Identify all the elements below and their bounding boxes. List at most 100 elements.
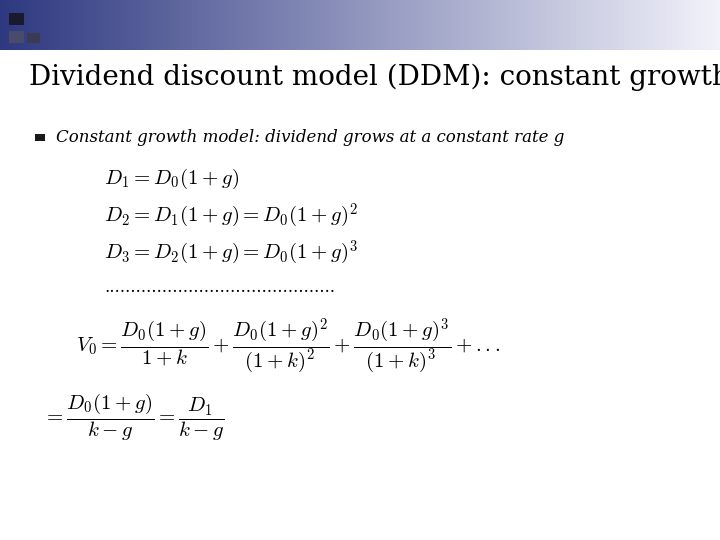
Bar bbox=[382, 0, 384, 50]
Bar bbox=[269, 0, 271, 50]
Bar bbox=[497, 0, 499, 50]
Bar bbox=[571, 0, 574, 50]
Bar bbox=[65, 0, 67, 50]
Bar bbox=[324, 0, 326, 50]
Bar bbox=[578, 0, 581, 50]
Text: Dividend discount model (DDM): constant growth rate: Dividend discount model (DDM): constant … bbox=[29, 63, 720, 91]
Bar bbox=[379, 0, 382, 50]
Bar bbox=[240, 0, 243, 50]
Bar bbox=[588, 0, 590, 50]
Bar bbox=[643, 0, 646, 50]
Bar bbox=[374, 0, 377, 50]
Bar bbox=[430, 0, 432, 50]
Bar bbox=[463, 0, 466, 50]
Bar bbox=[641, 0, 643, 50]
Bar bbox=[38, 0, 41, 50]
Bar bbox=[43, 0, 45, 50]
Text: Constant growth model: dividend grows at a constant rate g: Constant growth model: dividend grows at… bbox=[56, 129, 564, 146]
Bar bbox=[60, 0, 63, 50]
Bar bbox=[288, 0, 290, 50]
Bar bbox=[178, 0, 180, 50]
Bar bbox=[151, 0, 153, 50]
Bar bbox=[94, 0, 96, 50]
Bar bbox=[377, 0, 379, 50]
Bar bbox=[423, 0, 425, 50]
Bar bbox=[96, 0, 99, 50]
Bar bbox=[17, 0, 19, 50]
Bar bbox=[223, 0, 225, 50]
Bar bbox=[156, 0, 158, 50]
Bar bbox=[624, 0, 626, 50]
Bar bbox=[317, 0, 319, 50]
Bar bbox=[351, 0, 353, 50]
Bar bbox=[583, 0, 585, 50]
Bar bbox=[122, 0, 125, 50]
Bar bbox=[99, 0, 101, 50]
Bar bbox=[175, 0, 178, 50]
Bar bbox=[675, 0, 677, 50]
Bar bbox=[621, 0, 624, 50]
Bar bbox=[372, 0, 374, 50]
Bar bbox=[228, 0, 230, 50]
Bar bbox=[569, 0, 571, 50]
Bar bbox=[610, 0, 612, 50]
Bar bbox=[403, 0, 405, 50]
Bar bbox=[161, 0, 163, 50]
Bar bbox=[711, 0, 713, 50]
Bar bbox=[70, 0, 72, 50]
Bar bbox=[171, 0, 173, 50]
Bar bbox=[12, 0, 14, 50]
Bar bbox=[341, 0, 343, 50]
Bar bbox=[619, 0, 621, 50]
Bar bbox=[117, 0, 120, 50]
Bar bbox=[576, 0, 578, 50]
Text: $D_3 = D_2(1+g) = D_0(1+g)^3$: $D_3 = D_2(1+g) = D_0(1+g)^3$ bbox=[104, 239, 359, 267]
Bar bbox=[547, 0, 549, 50]
Bar bbox=[209, 0, 211, 50]
Bar bbox=[660, 0, 662, 50]
Bar bbox=[45, 0, 48, 50]
Bar bbox=[310, 0, 312, 50]
Bar bbox=[158, 0, 161, 50]
Bar bbox=[413, 0, 415, 50]
Bar bbox=[384, 0, 387, 50]
Bar bbox=[166, 0, 168, 50]
Bar bbox=[595, 0, 598, 50]
Bar bbox=[35, 134, 45, 141]
Bar bbox=[238, 0, 240, 50]
Bar bbox=[89, 0, 91, 50]
Bar bbox=[521, 0, 523, 50]
Bar bbox=[713, 0, 715, 50]
Bar bbox=[108, 0, 110, 50]
Bar bbox=[526, 0, 528, 50]
Bar bbox=[218, 0, 221, 50]
Bar bbox=[410, 0, 413, 50]
Bar bbox=[187, 0, 189, 50]
Bar bbox=[295, 0, 297, 50]
Bar bbox=[513, 0, 516, 50]
Bar bbox=[329, 0, 331, 50]
Bar bbox=[146, 0, 149, 50]
Bar bbox=[485, 0, 487, 50]
Bar bbox=[142, 0, 144, 50]
Bar bbox=[202, 0, 204, 50]
Bar bbox=[554, 0, 557, 50]
Bar bbox=[461, 0, 463, 50]
Bar bbox=[617, 0, 619, 50]
Bar bbox=[528, 0, 531, 50]
Bar bbox=[149, 0, 151, 50]
Bar bbox=[293, 0, 295, 50]
Bar bbox=[274, 0, 276, 50]
Bar bbox=[487, 0, 490, 50]
Bar bbox=[331, 0, 333, 50]
Bar bbox=[19, 0, 22, 50]
Bar bbox=[542, 0, 545, 50]
Bar bbox=[626, 0, 629, 50]
Bar bbox=[425, 0, 427, 50]
Bar bbox=[286, 0, 288, 50]
Bar bbox=[562, 0, 564, 50]
Bar bbox=[691, 0, 693, 50]
Bar bbox=[185, 0, 187, 50]
Bar bbox=[139, 0, 142, 50]
Bar bbox=[706, 0, 708, 50]
